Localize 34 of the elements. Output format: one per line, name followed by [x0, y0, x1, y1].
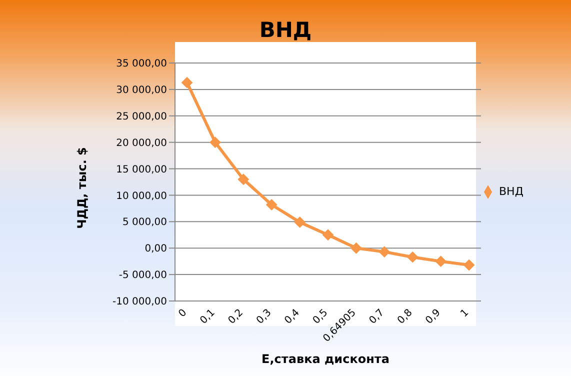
point	[407, 252, 418, 263]
point	[350, 242, 362, 254]
x-tick-label: 0,8	[396, 307, 415, 326]
point	[294, 216, 306, 228]
y-tick-label: 15 000,00	[116, 164, 167, 176]
y-tick-label: 35 000,00	[116, 58, 167, 70]
y-tick-label: 5 000,00	[122, 217, 167, 228]
y-tick-label: 30 000,00	[116, 84, 167, 96]
y-axis-title: ЧДД, тыс. $	[75, 147, 89, 229]
point	[378, 246, 390, 258]
point	[322, 229, 334, 240]
legend-label: ВНД	[499, 184, 524, 198]
y-tick-label: 0,00	[144, 244, 167, 255]
x-tick-label: 0,4	[282, 307, 302, 326]
x-tick-label: 0	[176, 307, 190, 320]
y-tick-label: 25 000,00	[116, 111, 167, 122]
chart-title: ВНД	[258, 18, 313, 42]
x-tick-label: 1	[458, 307, 472, 320]
point	[182, 77, 192, 88]
point	[238, 174, 249, 185]
point	[210, 136, 221, 148]
point	[435, 256, 446, 267]
x-tick-label: 0,3	[254, 307, 274, 326]
y-tick-label: -10 000,00	[112, 296, 167, 308]
x-tick-label: 0,7	[367, 307, 387, 326]
x-axis-title: Е,ставка дисконта	[260, 352, 390, 366]
x-tick-label: 0,9	[424, 307, 443, 326]
y-tick-label: -5 000,00	[118, 270, 167, 282]
x-tick-label: 0,1	[198, 307, 218, 326]
point	[464, 260, 474, 271]
x-tick-label: 0,2	[226, 307, 246, 326]
y-tick-label: 20 000,00	[116, 138, 167, 149]
y-tick-label: 10 000,00	[116, 190, 167, 202]
point	[266, 199, 278, 210]
